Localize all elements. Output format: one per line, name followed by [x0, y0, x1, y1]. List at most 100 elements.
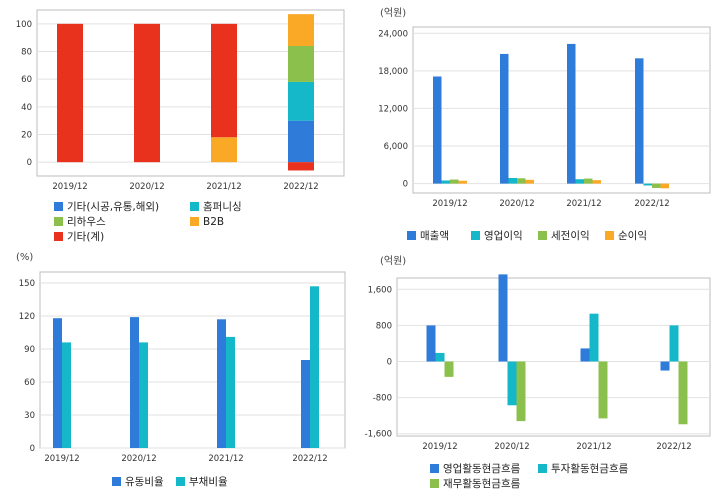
legend-label: 순이익	[618, 230, 647, 242]
legend-item[interactable]: 부채비율	[176, 475, 228, 489]
chart-panel-segments: 0 20 40 60 80 100 2019/12 2020/12 2021/12 2022/12…	[0, 0, 360, 248]
bar	[433, 76, 442, 184]
legend-item[interactable]: B2B	[190, 215, 224, 229]
chart-cashflow: -1,600 -800 0 800 1,600 2019/12 2020/12 2021/12…	[365, 274, 711, 452]
legend-label: 재무활동현금흐름	[443, 478, 521, 490]
x-tick-label: 2022/12	[656, 442, 691, 452]
bar	[580, 348, 590, 362]
plot-frame	[412, 26, 711, 194]
legend-item[interactable]: 홈퍼니싱	[190, 200, 242, 214]
y-tick-label: 6,000	[384, 142, 408, 152]
legend-label: 홈퍼니싱	[203, 201, 242, 213]
legend-swatch	[605, 231, 614, 240]
x-tick-label: 2019/12	[44, 454, 79, 464]
x-tick-label: 2021/12	[566, 199, 601, 209]
bar	[660, 183, 669, 189]
legend-item[interactable]: 순이익	[605, 229, 647, 243]
legend-label: 기타(계)	[67, 231, 105, 243]
y-tick-label: 120	[19, 312, 35, 322]
legend-swatch	[190, 217, 199, 226]
bar	[139, 342, 148, 448]
legend-swatch	[430, 479, 439, 488]
x-tick-label: 2020/12	[121, 454, 156, 464]
bar	[660, 361, 670, 371]
y-tick-label: 80	[21, 48, 32, 58]
bar	[643, 183, 652, 186]
chart-panel-income: (억원) 0 6,000 12,000 18,000 24,000 2019/12 2020…	[360, 0, 720, 248]
bar	[288, 120, 314, 163]
y-tick-label: 800	[376, 321, 392, 331]
bar	[288, 45, 314, 82]
x-tick-label: 2020/12	[494, 442, 529, 452]
legend-item[interactable]: 기타(계)	[54, 230, 104, 244]
y-tick-label: 0	[387, 358, 392, 368]
bar	[575, 179, 584, 184]
bar	[53, 318, 62, 448]
bar	[592, 180, 601, 184]
bar	[589, 313, 599, 362]
y-tick-label: 12,000	[378, 104, 408, 114]
legend-swatch	[190, 202, 199, 211]
y-tick-label: 0	[30, 444, 35, 454]
chart-panel-ratios: (%) 0 30 60 90 120 150 2019/12 2020/12 2021/12 20…	[0, 248, 360, 496]
bar	[669, 325, 679, 362]
legend-item[interactable]: 투자활동현금흐름	[538, 462, 628, 476]
bar	[450, 179, 459, 184]
plot-frame	[39, 271, 346, 449]
x-tick-label: 2019/12	[432, 199, 467, 209]
legend-item[interactable]: 영업이익	[471, 229, 523, 243]
legend-label: 영업이익	[484, 230, 523, 242]
x-tick-label: 2022/12	[634, 199, 669, 209]
bar	[226, 336, 235, 448]
legend-item[interactable]: 재무활동현금흐름	[430, 477, 520, 491]
y-tick-label: 100	[16, 20, 32, 30]
legend-item[interactable]: 리하우스	[54, 215, 106, 229]
legend-label: 투자활동현금흐름	[551, 463, 629, 475]
legend-swatch	[538, 231, 547, 240]
bar	[584, 178, 593, 184]
legend-swatch	[471, 231, 480, 240]
legend-label: 유동비율	[125, 476, 164, 488]
legend-swatch	[407, 231, 416, 240]
legend-swatch	[54, 217, 63, 226]
legend-item[interactable]: 세전이익	[538, 229, 590, 243]
x-tick-label: 2019/12	[52, 182, 87, 192]
y-tick-label: 0	[27, 158, 32, 168]
unit-label: (%)	[16, 252, 34, 263]
chart-panel-cashflow: (억원) -1,600 -800 0 800 1,600 2019/12 2020/12 20…	[360, 248, 720, 496]
y-tick-label: 1,600	[368, 285, 392, 295]
bar	[525, 179, 534, 184]
x-tick-label: 2020/12	[499, 199, 534, 209]
y-tick-label: -1,600	[365, 430, 392, 440]
legend-label: B2B	[203, 216, 225, 228]
bar	[507, 361, 517, 406]
bar	[635, 58, 644, 184]
legend-item[interactable]: 매출액	[407, 229, 449, 243]
bar	[130, 317, 139, 448]
bar	[508, 177, 517, 184]
legend-swatch	[54, 232, 63, 241]
bar	[441, 180, 450, 184]
y-tick-label: 24,000	[378, 29, 408, 39]
legend-item[interactable]: 영업활동현금흐름	[430, 462, 520, 476]
legend-label: 기타(시공,유통,해외)	[67, 201, 160, 213]
legend-label: 매출액	[420, 230, 449, 242]
legend-item[interactable]: 기타(시공,유통,해외)	[54, 200, 159, 214]
x-tick-label: 2022/12	[292, 454, 327, 464]
legend-swatch	[430, 464, 439, 473]
bar	[500, 53, 509, 184]
y-tick-label: -800	[373, 394, 392, 404]
unit-label: (억원)	[380, 256, 407, 267]
bar	[567, 43, 576, 184]
bar	[211, 23, 237, 138]
legend-label: 부채비율	[189, 476, 228, 488]
y-tick-label: 0	[403, 180, 408, 190]
legend-swatch	[112, 477, 121, 486]
legend-swatch	[54, 202, 63, 211]
y-tick-label: 30	[24, 411, 35, 421]
y-tick-label: 20	[21, 131, 32, 141]
bar	[288, 162, 314, 171]
legend-swatch	[538, 464, 547, 473]
legend-item[interactable]: 유동비율	[112, 475, 164, 489]
bar	[598, 361, 608, 419]
